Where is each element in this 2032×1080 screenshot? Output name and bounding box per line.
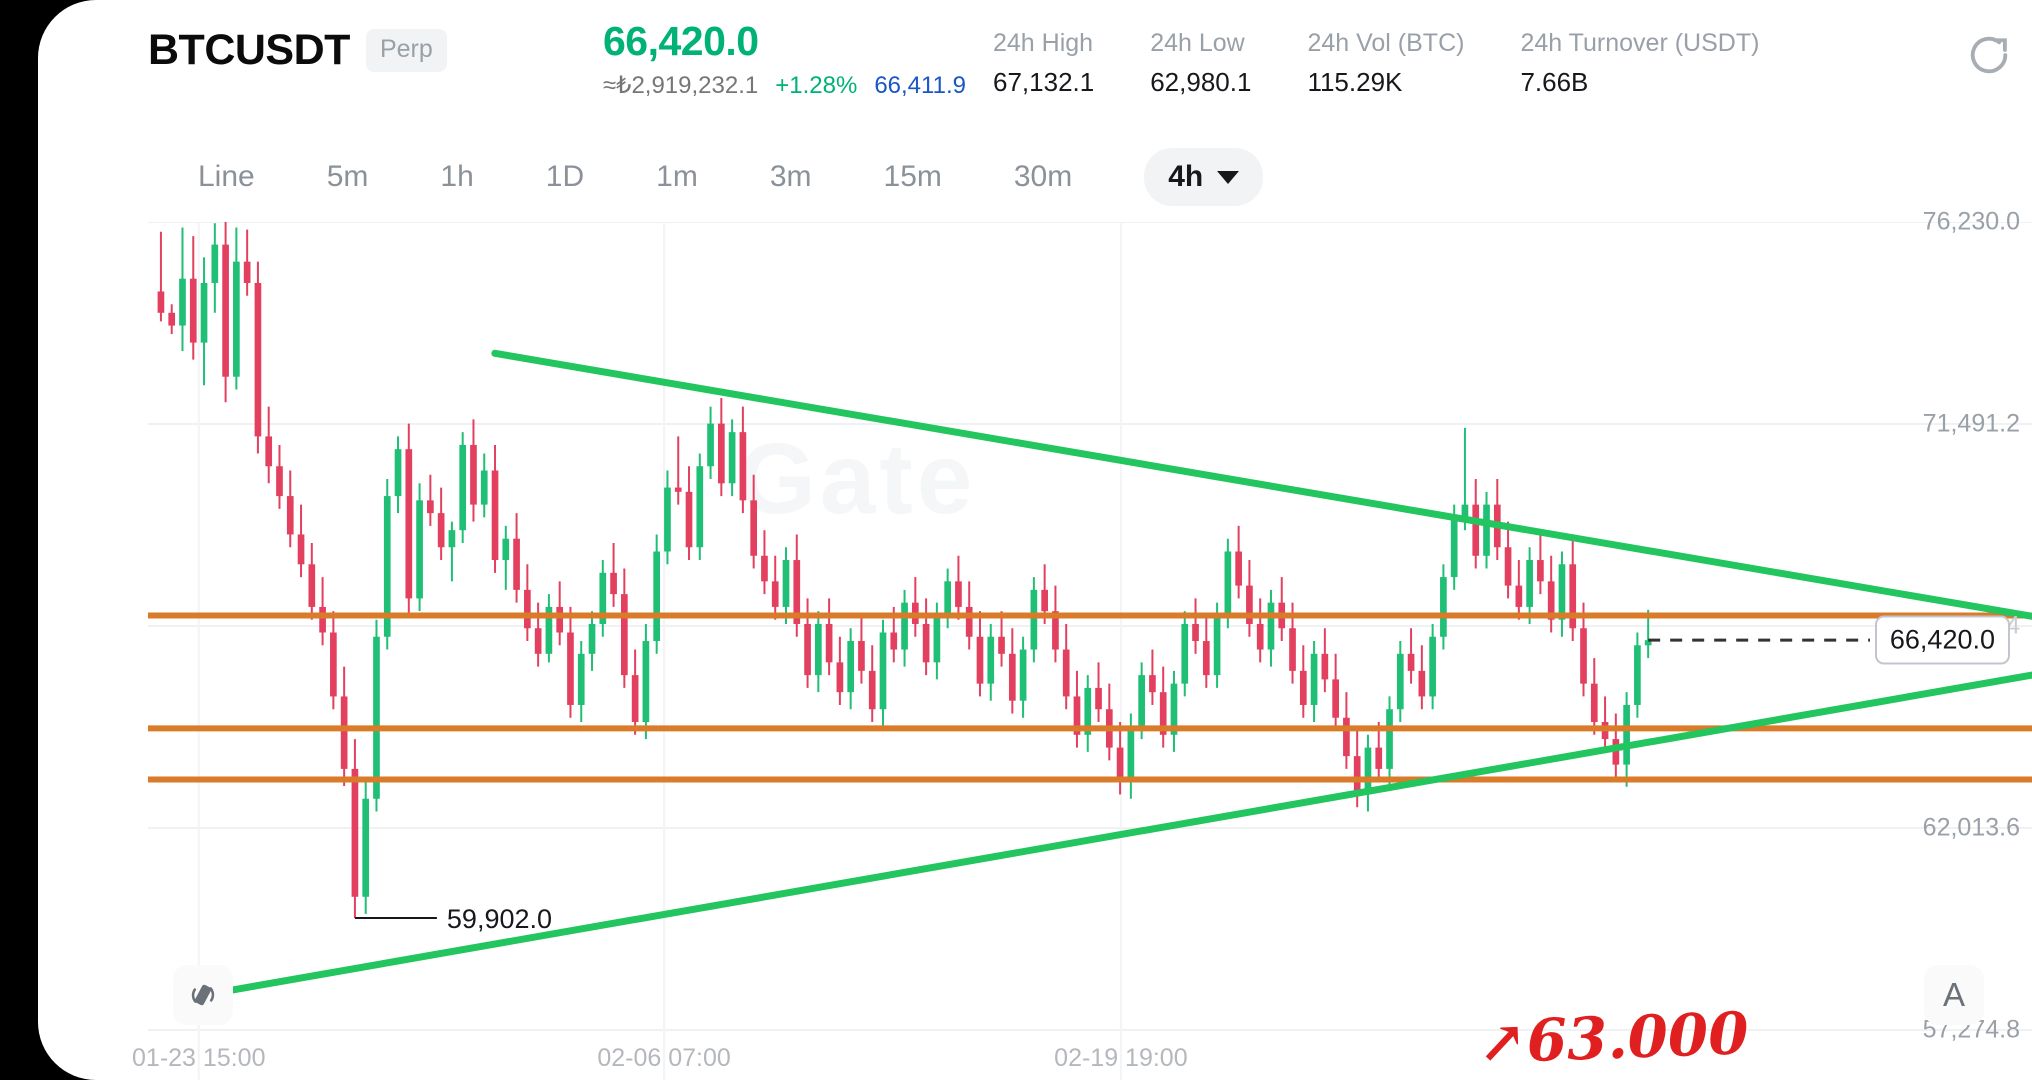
- refresh-icon[interactable]: [1966, 32, 2012, 78]
- symbol-name: BTCUSDT: [148, 26, 350, 74]
- price-change-percent: +1.28%: [775, 72, 858, 99]
- stat-value: 67,132.1: [993, 67, 1095, 98]
- stat-label: 24h Low: [1150, 29, 1245, 57]
- time-axis-tick: 02-06 07:00: [597, 1044, 731, 1072]
- tf-1h[interactable]: 1h: [440, 160, 474, 193]
- stat-label: 24h High: [993, 29, 1094, 57]
- time-axis: 01-23 15:00 02-06 07:00 02-19 19:00: [38, 1030, 1840, 1080]
- indicator-toggle-button[interactable]: A: [1924, 965, 1984, 1025]
- timeframe-selector: Line 5m 1h 1D 1m 3m 15m 30m 4h: [38, 132, 2032, 222]
- candlestick-canvas: [148, 222, 2032, 1080]
- swing-low-label: 59,902.0: [446, 904, 553, 934]
- last-price: 66,420.0: [603, 18, 759, 64]
- market-stats: 24h High 67,132.1 24h Low 62,980.1 24h V…: [993, 28, 1759, 98]
- current-price-tag: 66,420.0: [1874, 615, 2010, 665]
- price-chart[interactable]: Gate 76,230.071,491.266,752.462,013.657,…: [38, 208, 2032, 1080]
- tf-4h-active[interactable]: 4h: [1144, 148, 1264, 206]
- price-subline: ≈₺2,919,232.1 +1.28% 66,411.9: [603, 71, 966, 100]
- stat-value: 62,980.1: [1150, 67, 1252, 98]
- tf-30m[interactable]: 30m: [1013, 160, 1073, 193]
- tf-1m[interactable]: 1m: [656, 160, 698, 193]
- tf-1d[interactable]: 1D: [545, 160, 585, 193]
- chevron-down-icon: [1217, 170, 1240, 184]
- phone-screen: BTCUSDT Perp 66,420.0 ≈₺2,919,232.1 +1.2…: [38, 0, 2032, 1080]
- stat-value: 115.29K: [1307, 67, 1403, 98]
- tf-4h-label: 4h: [1168, 160, 1204, 193]
- tf-15m[interactable]: 15m: [883, 160, 942, 193]
- stat-24h-turnover: 24h Turnover (USDT) 7.66B: [1520, 28, 1759, 98]
- rotate-screen-icon[interactable]: [173, 965, 233, 1025]
- contract-type-badge: Perp: [365, 29, 447, 72]
- stat-value: 7.66B: [1520, 67, 1589, 98]
- index-price: 66,411.9: [874, 72, 966, 99]
- tf-3m[interactable]: 3m: [769, 160, 812, 193]
- stat-label: 24h Vol (BTC): [1307, 29, 1465, 57]
- symbol-block[interactable]: BTCUSDT Perp: [148, 26, 447, 75]
- time-axis-tick: 01-23 15:00: [132, 1044, 266, 1072]
- time-axis-tick: 02-19 19:00: [1054, 1044, 1188, 1072]
- stat-24h-low: 24h Low 62,980.1: [1150, 28, 1251, 98]
- price-block: 66,420.0 ≈₺2,919,232.1 +1.28% 66,411.9: [603, 18, 966, 100]
- stat-label: 24h Turnover (USDT): [1520, 29, 1760, 57]
- ticker-header: BTCUSDT Perp 66,420.0 ≈₺2,919,232.1 +1.2…: [38, 0, 2032, 132]
- tf-line[interactable]: Line: [198, 160, 255, 193]
- tf-5m[interactable]: 5m: [326, 160, 369, 193]
- handwritten-annotation: ↗63.000: [1476, 999, 1750, 1077]
- fiat-approx-value: ≈₺2,919,232.1: [603, 72, 759, 99]
- stat-24h-high: 24h High 67,132.1: [993, 28, 1094, 98]
- stat-24h-volume: 24h Vol (BTC) 115.29K: [1307, 28, 1464, 98]
